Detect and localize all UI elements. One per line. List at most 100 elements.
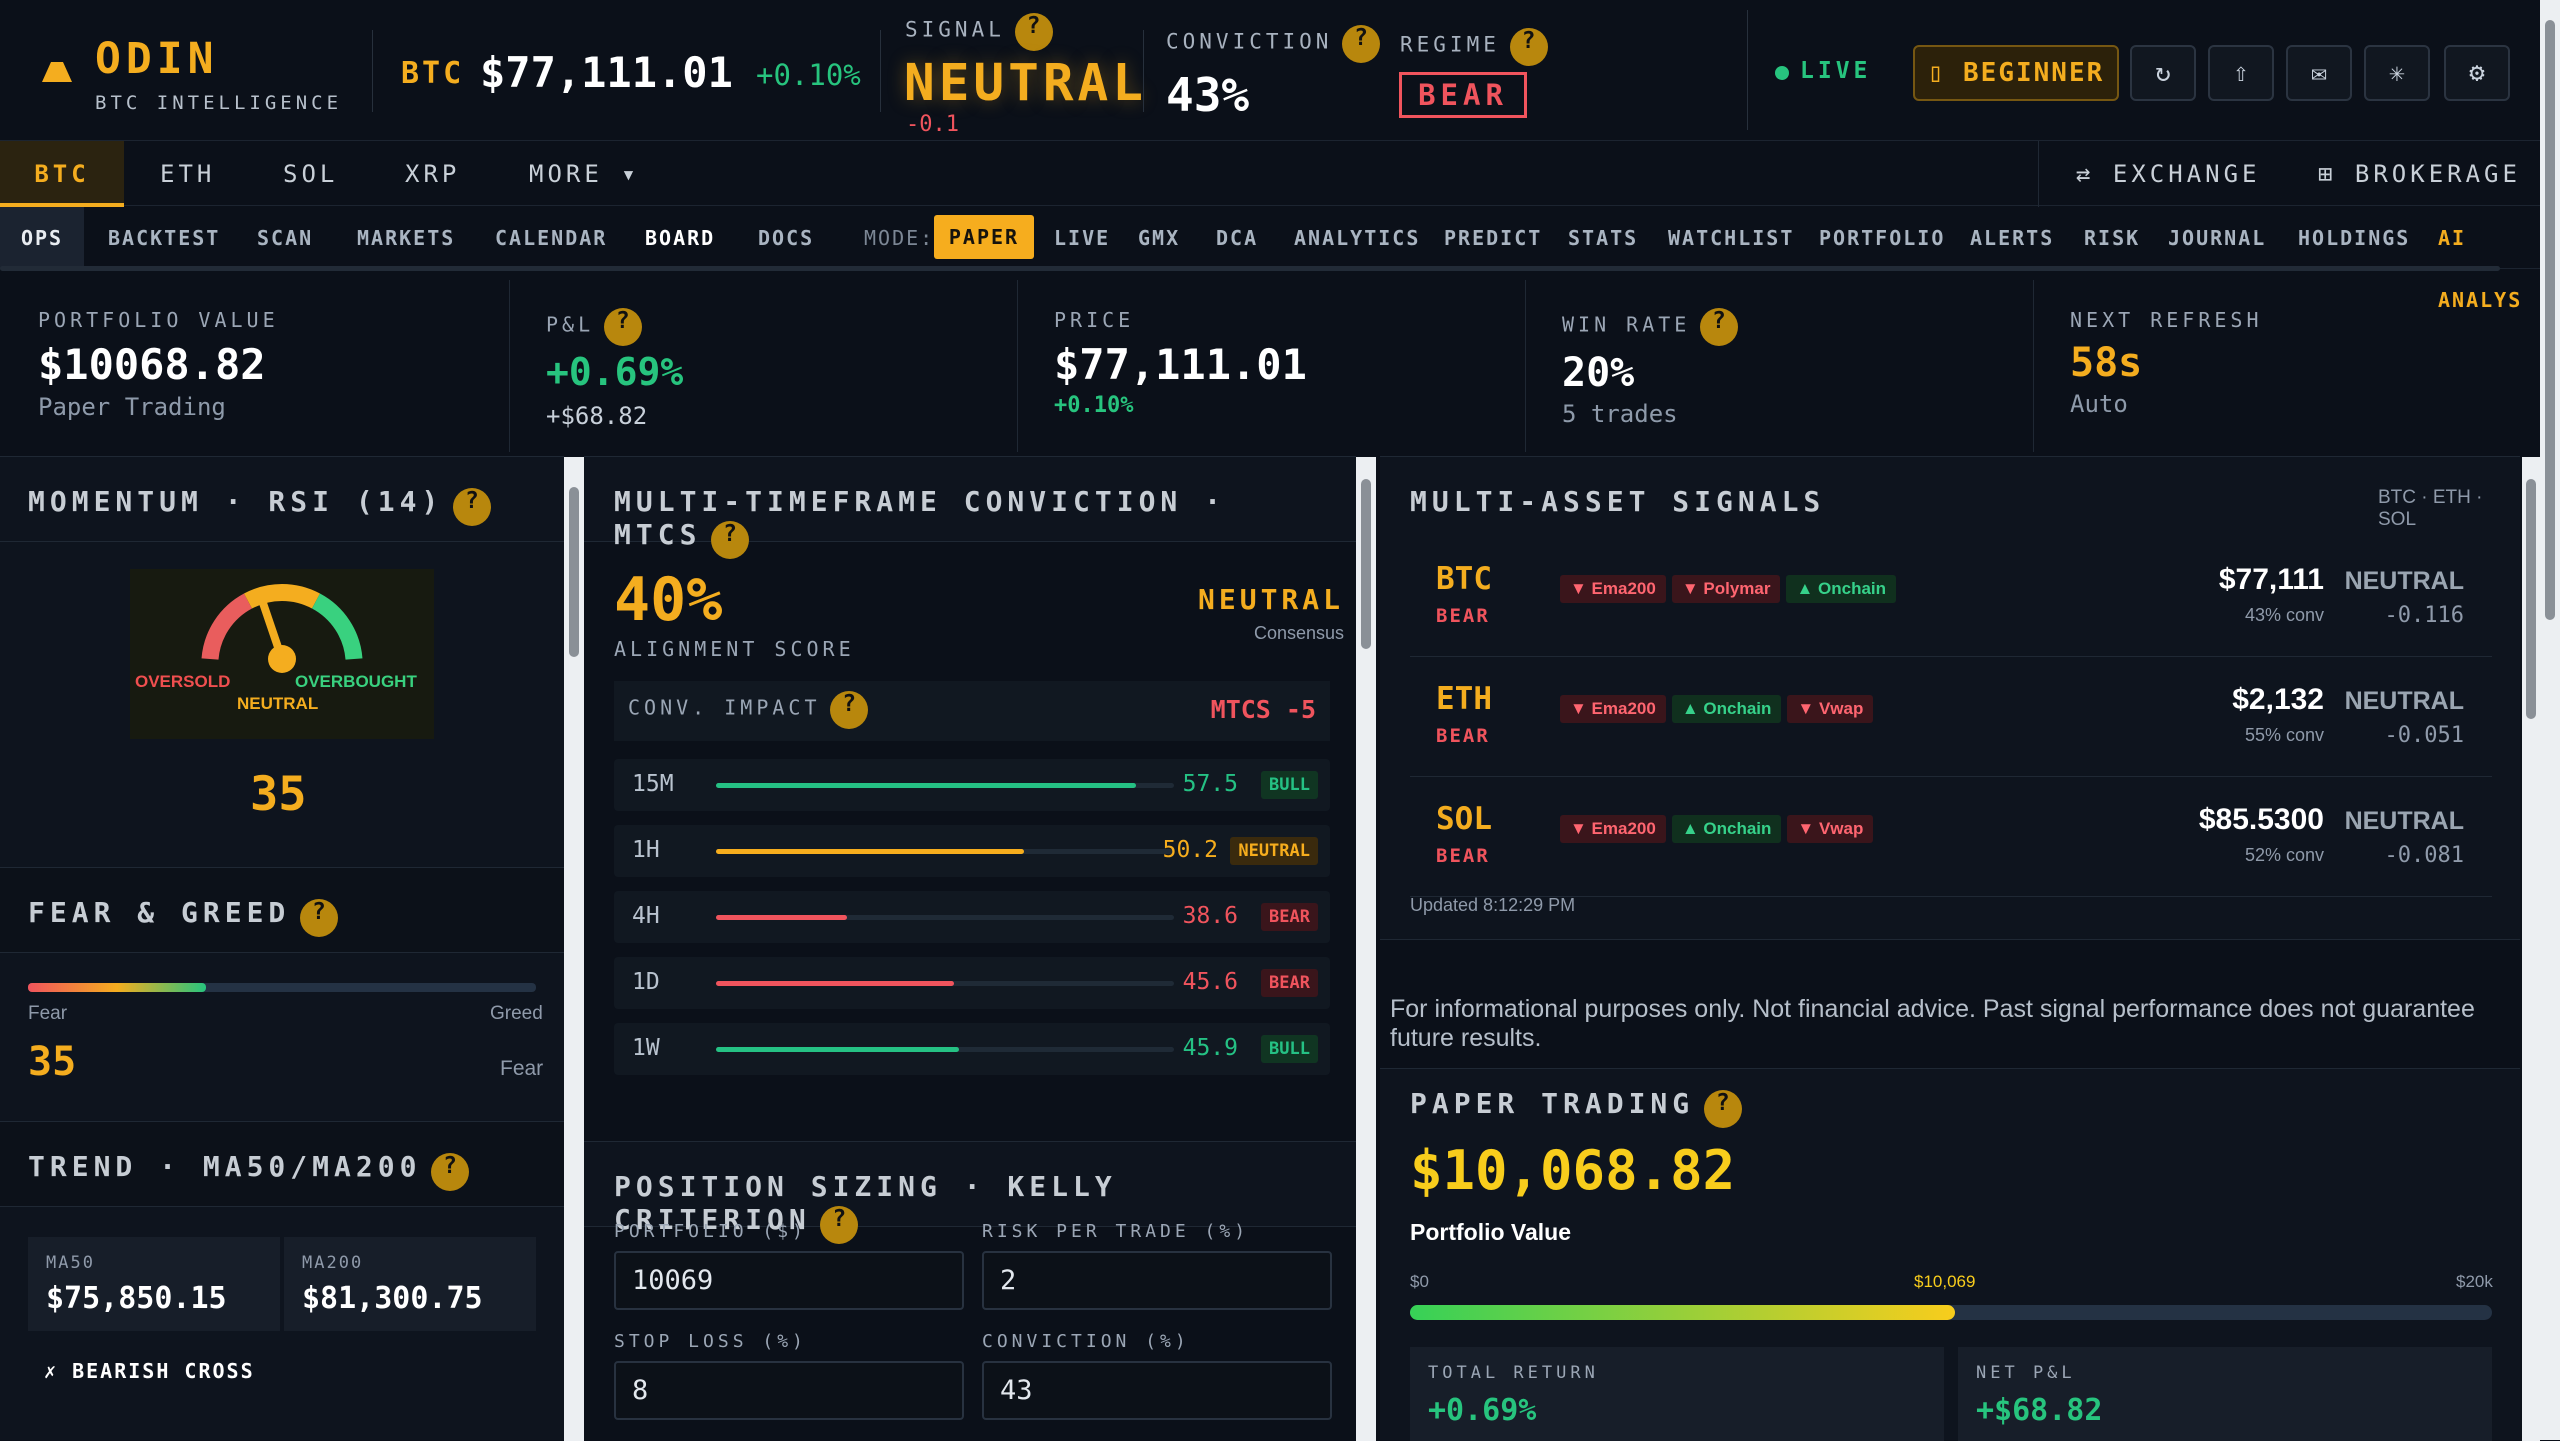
summary-price: PRICE $77,111.01 +0.10%	[1018, 280, 1526, 452]
beginner-button[interactable]: ▯ BEGINNER	[1913, 45, 2119, 101]
help-icon[interactable]: ?	[603, 308, 642, 346]
conviction-input[interactable]: 43	[982, 1361, 1332, 1420]
progress-min: $0	[1410, 1272, 1429, 1291]
summary-sub: Auto	[2070, 390, 2128, 418]
overbought-label: OVERBOUGHT	[295, 672, 417, 691]
brokerage-icon: ⊞	[2318, 160, 2337, 188]
mode-stats[interactable]: STATS	[1568, 226, 1639, 250]
help-icon[interactable]: ?	[820, 1205, 859, 1244]
mode-predict[interactable]: PREDICT	[1444, 226, 1543, 250]
help-icon[interactable]: ?	[1699, 308, 1738, 346]
subnav-ops[interactable]: OPS	[0, 207, 84, 269]
center-panel: MULTI-TIMEFRAME CONVICTION · MTCS ? 40% …	[584, 456, 1376, 1441]
mode-live[interactable]: LIVE	[1054, 226, 1111, 250]
summary-label: WIN RATE	[1562, 312, 1691, 337]
progress-max: $20k	[2456, 1272, 2493, 1291]
mode-risk[interactable]: RISK	[2084, 226, 2141, 250]
ma200-card: MA200 $81,300.75	[284, 1237, 536, 1331]
tab-btc[interactable]: BTC	[0, 141, 124, 207]
refresh-button[interactable]: ↻	[2130, 45, 2196, 101]
asset-tabs: BTC ETH SOL XRP MORE ▾ ⇄ EXCHANGE ⊞ BROK…	[0, 140, 2560, 207]
timeframe-label: 1W	[632, 1035, 660, 1061]
mode-portfolio[interactable]: PORTFOLIO	[1819, 226, 1946, 250]
divider	[1747, 10, 1748, 130]
mode-holdings[interactable]: HOLDINGS	[2298, 226, 2411, 250]
live-status: LIVE	[1800, 58, 1872, 84]
asset-regime: BEAR	[1436, 845, 1490, 867]
help-icon[interactable]: ?	[452, 487, 491, 526]
stop-loss-input[interactable]: 8	[614, 1361, 964, 1420]
multi-asset-title: MULTI-ASSET SIGNALS	[1410, 485, 1826, 518]
fear-greed-track	[28, 983, 536, 992]
signal-tag: ▼ Ema200	[1560, 815, 1666, 843]
greed-label: Greed	[490, 1003, 543, 1024]
mode-gmx[interactable]: GMX	[1138, 226, 1181, 250]
brokerage-link[interactable]: ⊞ BROKERAGE	[2318, 141, 2521, 207]
tab-sol[interactable]: SOL	[283, 160, 339, 188]
timeframe-label: 1D	[632, 969, 660, 995]
help-icon[interactable]: ?	[1342, 25, 1381, 63]
right-panel-scrollbar[interactable]	[2522, 457, 2540, 1441]
timeframe-label: 15M	[632, 771, 674, 797]
help-icon[interactable]: ?	[1014, 13, 1053, 51]
tab-xrp[interactable]: XRP	[405, 160, 461, 188]
tab-more[interactable]: MORE ▾	[529, 160, 640, 188]
exchange-icon: ⇄	[2076, 160, 2095, 188]
help-icon[interactable]: ?	[711, 520, 750, 559]
signal-tag: ▲ Onchain	[1786, 575, 1897, 603]
horizontal-scrollbar[interactable]	[0, 266, 2500, 271]
paper-trading-title: PAPER TRADING	[1410, 1087, 1695, 1120]
left-scrollbar[interactable]	[564, 457, 584, 1441]
ma50-label: MA50	[46, 1253, 95, 1273]
mode-analytics[interactable]: ANALYTICS	[1294, 226, 1421, 250]
share-button[interactable]: ⇧	[2208, 45, 2274, 101]
timeframe-label: 1H	[632, 837, 660, 863]
timeframe-bias: NEUTRAL	[1230, 837, 1318, 865]
subnav-scan[interactable]: SCAN	[257, 226, 314, 250]
asset-signal-row[interactable]: SOL BEAR ▼ Ema200 ▲ Onchain ▼ Vwap $85.5300 52…	[1410, 789, 2492, 897]
ma200-label: MA200	[302, 1253, 364, 1273]
help-icon[interactable]: ?	[299, 898, 338, 937]
asset-score: -0.116	[2384, 603, 2464, 628]
rsi-gauge: OVERSOLD OVERBOUGHT NEUTRAL	[130, 569, 434, 739]
fear-label: Fear	[28, 1003, 68, 1024]
mode-dca[interactable]: DCA	[1216, 226, 1259, 250]
subnav-backtest[interactable]: BACKTEST	[108, 226, 221, 250]
subnav-markets[interactable]: MARKETS	[357, 226, 456, 250]
mode-paper[interactable]: PAPER	[934, 215, 1034, 259]
mode-watchlist[interactable]: WATCHLIST	[1668, 226, 1795, 250]
help-icon[interactable]: ?	[830, 691, 869, 729]
asset-conviction: 55% conv	[2244, 725, 2324, 745]
regime-badge: BEAR	[1399, 72, 1527, 118]
risk-input[interactable]: 2	[982, 1251, 1332, 1310]
asterisk-button[interactable]: ✳	[2364, 45, 2430, 101]
mode-journal[interactable]: JOURNAL	[2168, 226, 2267, 250]
subnav-calendar[interactable]: CALENDAR	[495, 226, 608, 250]
live-status-dot	[1775, 66, 1789, 80]
help-icon[interactable]: ?	[1703, 1089, 1742, 1128]
portfolio-input[interactable]: 10069	[614, 1251, 964, 1310]
tab-eth[interactable]: ETH	[160, 160, 216, 188]
center-scrollbar[interactable]	[1356, 457, 1376, 1441]
help-icon[interactable]: ?	[431, 1152, 470, 1191]
subnav-docs[interactable]: DOCS	[758, 226, 815, 250]
settings-button[interactable]: ⚙	[2444, 45, 2510, 101]
timeframe-value: 50.2	[1162, 837, 1218, 863]
subnav-board[interactable]: BOARD	[645, 226, 716, 250]
divider	[880, 30, 881, 112]
fear-greed-fill	[28, 983, 206, 992]
asset-signal-row[interactable]: BTC BEAR ▼ Ema200 ▼ Polymar ▲ Onchain $77,111…	[1410, 549, 2492, 657]
timeframe-fill	[716, 849, 1025, 854]
page-scrollbar[interactable]	[2540, 0, 2560, 1440]
signal-tags: ▼ Ema200 ▲ Onchain ▼ Vwap	[1560, 815, 1879, 843]
mode-alerts[interactable]: ALERTS	[1970, 226, 2055, 250]
asset-signal-row[interactable]: ETH BEAR ▼ Ema200 ▲ Onchain ▼ Vwap $2,132 55% …	[1410, 669, 2492, 777]
mail-button[interactable]: ✉	[2286, 45, 2352, 101]
help-icon[interactable]: ?	[1509, 28, 1548, 66]
rsi-gauge-icon: OVERSOLD OVERBOUGHT NEUTRAL	[135, 584, 417, 713]
exchange-link[interactable]: ⇄ EXCHANGE	[2076, 141, 2261, 207]
alignment-score: 40%	[614, 565, 723, 635]
timeframe-track	[716, 915, 1174, 920]
mode-ai-analysis[interactable]: AI ANALYS	[2438, 226, 2523, 312]
total-return-value: +0.69%	[1428, 1393, 1537, 1428]
